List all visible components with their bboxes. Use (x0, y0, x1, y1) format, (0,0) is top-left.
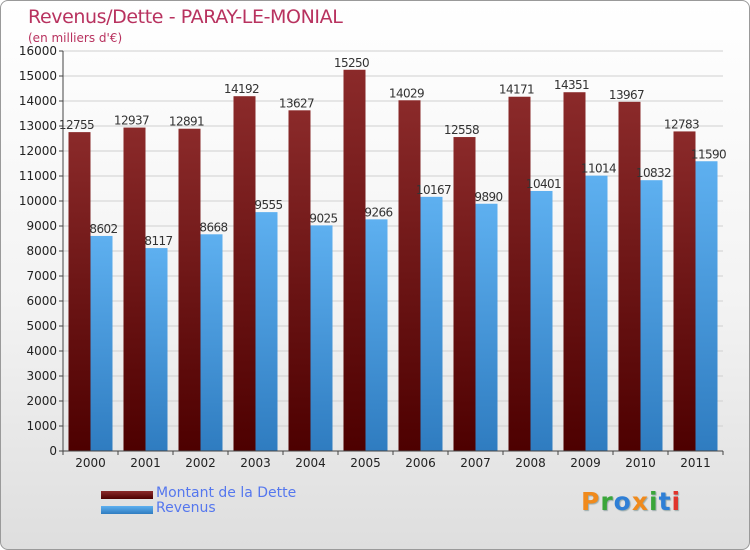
x-tick-label: 2008 (515, 456, 546, 470)
bar-revenus (200, 234, 223, 451)
logo-letter: r (600, 487, 614, 516)
logo-letter: i (671, 487, 682, 516)
bar-dette (563, 92, 586, 451)
data-label-revenus: 10401 (526, 177, 561, 191)
x-tick-label: 2000 (75, 456, 106, 470)
legend-swatch-revenus (101, 506, 153, 514)
y-tick-label: 14000 (19, 94, 57, 108)
bar-revenus (90, 235, 113, 451)
data-label-dette: 14351 (554, 78, 589, 92)
data-label-dette: 12755 (59, 118, 94, 132)
x-tick-label: 2006 (405, 456, 436, 470)
bar-dette (123, 127, 146, 451)
y-tick-label: 3000 (26, 369, 57, 383)
x-tick-label: 2002 (185, 456, 216, 470)
data-label-dette: 13967 (609, 88, 644, 102)
data-label-revenus: 10832 (636, 166, 671, 180)
y-tick-label: 9000 (26, 219, 57, 233)
y-tick-label: 12000 (19, 144, 57, 158)
bar-revenus (640, 180, 663, 451)
legend-swatch-dette (101, 491, 153, 499)
data-label-revenus: 8668 (199, 220, 227, 234)
bar-revenus (145, 248, 168, 451)
bar-dette (453, 137, 476, 452)
data-label-dette: 15250 (334, 56, 369, 70)
data-label-dette: 14192 (224, 82, 259, 96)
bar-revenus (310, 225, 333, 451)
logo-letter: o (613, 487, 632, 516)
data-label-revenus: 11590 (691, 147, 726, 161)
bar-dette (68, 132, 91, 451)
bar-revenus (695, 161, 718, 451)
legend-label-revenus: Revenus (156, 500, 216, 516)
x-tick-label: 2004 (295, 456, 326, 470)
logo-letter: i (649, 487, 659, 516)
x-tick-label: 2001 (130, 456, 161, 470)
data-label-revenus: 9266 (364, 205, 392, 219)
bar-dette (233, 96, 256, 451)
bar-dette (343, 69, 366, 451)
bar-revenus (530, 190, 553, 451)
y-tick-label: 15000 (19, 69, 57, 83)
x-tick-label: 2003 (240, 456, 271, 470)
data-label-dette: 12891 (169, 115, 204, 129)
y-tick-label: 1000 (26, 419, 57, 433)
y-tick-label: 16000 (19, 44, 57, 58)
bar-revenus (475, 203, 498, 451)
data-label-dette: 14171 (499, 83, 534, 97)
data-label-revenus: 11014 (581, 162, 616, 176)
y-tick-label: 13000 (19, 119, 57, 133)
bar-dette (178, 128, 201, 451)
chart-subtitle: (en milliers d'€) (28, 31, 123, 45)
logo-letter: P (581, 487, 601, 516)
data-label-dette: 12783 (664, 117, 699, 131)
y-tick-label: 10000 (19, 194, 57, 208)
bar-dette (618, 101, 641, 451)
data-label-revenus: 10167 (416, 183, 451, 197)
chart-title: Revenus/Dette - PARAY-LE-MONIAL (28, 6, 343, 28)
x-tick-label: 2009 (570, 456, 601, 470)
y-tick-label: 11000 (19, 169, 57, 183)
y-tick-label: 5000 (26, 319, 57, 333)
data-label-revenus: 9555 (254, 198, 282, 212)
y-tick-label: 0 (49, 444, 57, 458)
bar-dette (673, 131, 696, 452)
bar-revenus (365, 219, 388, 451)
y-tick-label: 6000 (26, 294, 57, 308)
bar-revenus (420, 196, 443, 451)
data-label-revenus: 9890 (474, 190, 502, 204)
data-label-revenus: 9025 (309, 211, 337, 225)
bar-dette (398, 100, 421, 452)
bar-revenus (255, 212, 278, 451)
x-tick-label: 2005 (350, 456, 381, 470)
data-label-revenus: 8602 (89, 222, 117, 236)
bar-dette (508, 96, 531, 451)
x-tick-label: 2010 (625, 456, 656, 470)
data-label-dette: 13627 (279, 96, 314, 110)
logo-letter: x (631, 487, 649, 516)
y-tick-label: 4000 (26, 344, 57, 358)
y-tick-label: 2000 (26, 394, 57, 408)
x-tick-label: 2011 (680, 456, 711, 470)
data-label-dette: 14029 (389, 86, 424, 100)
logo-letter: t (658, 487, 672, 516)
data-label-revenus: 8117 (144, 234, 172, 248)
data-label-dette: 12937 (114, 114, 149, 128)
data-label-dette: 12558 (444, 123, 479, 137)
x-tick-label: 2007 (460, 456, 491, 470)
legend-label-dette: Montant de la Dette (156, 485, 297, 501)
y-tick-label: 7000 (26, 269, 57, 283)
proxiti-logo: Proxiti (581, 487, 681, 516)
bar-dette (288, 110, 311, 451)
bar-revenus (585, 175, 608, 451)
y-tick-label: 8000 (26, 244, 57, 258)
